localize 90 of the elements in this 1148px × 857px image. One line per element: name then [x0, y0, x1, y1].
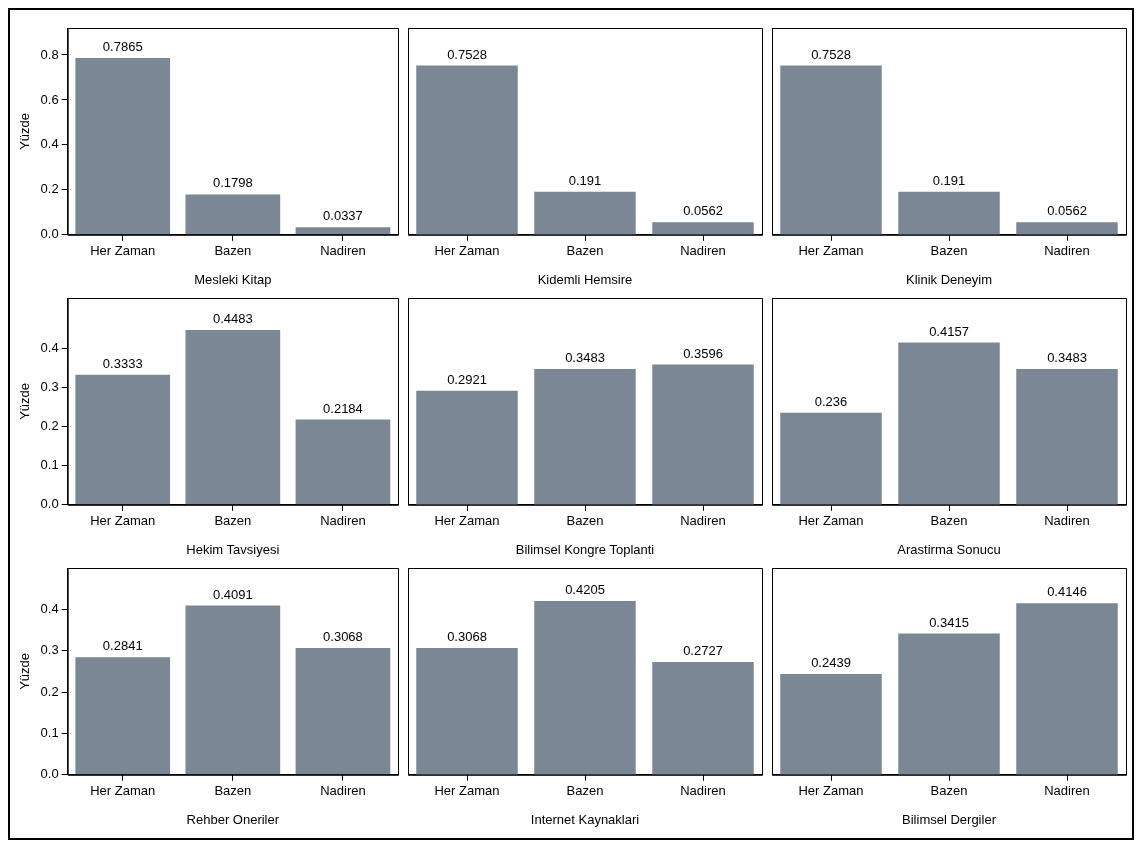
- y-tick-label: 0.0: [40, 496, 59, 512]
- x-tick-label: Her Zaman: [434, 243, 500, 259]
- data-label: 0.0337: [323, 208, 363, 224]
- x-tick-label: Bazen: [930, 513, 968, 529]
- data-label: 0.3068: [447, 628, 487, 644]
- x-tick-label: Nadiren: [1044, 783, 1090, 799]
- x-tick-label: Her Zaman: [90, 243, 156, 259]
- data-label: 0.2841: [102, 638, 143, 654]
- x-tick-label: Nadiren: [680, 243, 726, 259]
- x-tick-label: Nadiren: [680, 783, 726, 799]
- data-label: 0.4146: [1047, 584, 1087, 600]
- bar: [295, 419, 391, 505]
- x-tick-label: Nadiren: [320, 513, 366, 529]
- x-tick-label: Her Zaman: [90, 783, 156, 799]
- x-axis-title: Arastirma Sonucu: [897, 541, 1001, 557]
- data-label: 0.1798: [212, 175, 253, 191]
- data-label: 0.2921: [447, 371, 487, 387]
- y-axis-title: Yüzde: [17, 382, 33, 420]
- data-label: 0.191: [932, 172, 966, 188]
- data-label: 0.2727: [683, 643, 723, 659]
- data-label: 0.7865: [102, 39, 143, 55]
- x-tick-label: Her Zaman: [798, 243, 864, 259]
- data-label: 0.236: [814, 393, 848, 409]
- x-axis-title: Kidemli Hemsire: [537, 271, 633, 287]
- data-label: 0.7528: [447, 46, 487, 62]
- data-label: 0.3483: [565, 349, 605, 365]
- y-tick-label: 0.2: [40, 181, 59, 197]
- x-tick-label: Bazen: [566, 243, 604, 259]
- y-tick-label: 0.1: [40, 725, 59, 741]
- x-axis-title: Internet Kaynaklari: [530, 811, 640, 827]
- x-axis-title: Hekim Tavsiyesi: [186, 541, 280, 557]
- bar: [185, 329, 281, 505]
- bar: [295, 647, 391, 775]
- y-tick-label: 0.4: [40, 340, 59, 356]
- x-tick-label: Her Zaman: [90, 513, 156, 529]
- data-label: 0.3415: [929, 614, 969, 630]
- data-label: 0.4091: [212, 586, 253, 602]
- x-axis-title: Klinik Deneyim: [906, 271, 992, 287]
- bar: [295, 227, 391, 235]
- x-tick-label: Nadiren: [680, 513, 726, 529]
- y-axis-title: Yüzde: [17, 652, 33, 690]
- data-label: 0.191: [568, 172, 602, 188]
- x-tick-label: Bazen: [930, 243, 968, 259]
- y-tick-label: 0.1: [40, 457, 59, 473]
- data-label: 0.0562: [683, 203, 723, 219]
- x-tick-label: Her Zaman: [798, 513, 864, 529]
- x-tick-label: Bazen: [566, 783, 604, 799]
- x-axis-title: Mesleki Kitap: [194, 271, 272, 287]
- x-tick-label: Her Zaman: [434, 783, 500, 799]
- x-tick-label: Bazen: [214, 243, 252, 259]
- x-tick-label: Her Zaman: [798, 783, 864, 799]
- bar: [75, 657, 171, 775]
- x-tick-label: Her Zaman: [434, 513, 500, 529]
- x-axis-title: Bilimsel Dergiler: [902, 811, 997, 827]
- data-label: 0.3596: [683, 345, 723, 361]
- data-label: 0.4157: [929, 323, 969, 339]
- data-label: 0.4205: [565, 581, 605, 597]
- y-tick-label: 0.3: [40, 642, 59, 658]
- x-tick-label: Nadiren: [320, 243, 366, 259]
- bar: [75, 58, 171, 235]
- data-label: 0.3068: [323, 628, 363, 644]
- data-label: 0.4483: [212, 310, 253, 326]
- y-tick-label: 0.4: [40, 136, 59, 152]
- x-tick-label: Nadiren: [1044, 513, 1090, 529]
- data-label: 0.2184: [323, 400, 363, 416]
- bar: [75, 374, 171, 505]
- x-axis-title: Bilimsel Kongre Toplanti: [515, 541, 655, 557]
- x-tick-label: Bazen: [566, 513, 604, 529]
- data-label: 0.3333: [102, 355, 143, 371]
- x-tick-label: Nadiren: [1044, 243, 1090, 259]
- y-tick-label: 0.4: [40, 600, 59, 616]
- y-tick-label: 0.2: [40, 418, 59, 434]
- y-tick-label: 0.0: [40, 226, 59, 242]
- data-label: 0.0562: [1047, 203, 1087, 219]
- y-tick-label: 0.8: [40, 46, 59, 62]
- y-tick-label: 0.6: [40, 91, 59, 107]
- bar: [185, 194, 281, 235]
- bar: [185, 605, 281, 775]
- x-tick-label: Bazen: [930, 783, 968, 799]
- y-tick-label: 0.2: [40, 683, 59, 699]
- y-axis-title: Yüzde: [17, 112, 33, 150]
- data-label: 0.7528: [811, 46, 851, 62]
- data-label: 0.2439: [811, 655, 851, 670]
- x-tick-label: Bazen: [214, 783, 252, 799]
- x-tick-label: Nadiren: [320, 783, 366, 799]
- data-label: 0.3483: [1047, 349, 1087, 365]
- y-tick-label: 0.3: [40, 379, 59, 395]
- x-axis-title: Rehber Oneriler: [186, 811, 280, 827]
- x-tick-label: Bazen: [214, 513, 252, 529]
- y-tick-label: 0.0: [40, 766, 59, 782]
